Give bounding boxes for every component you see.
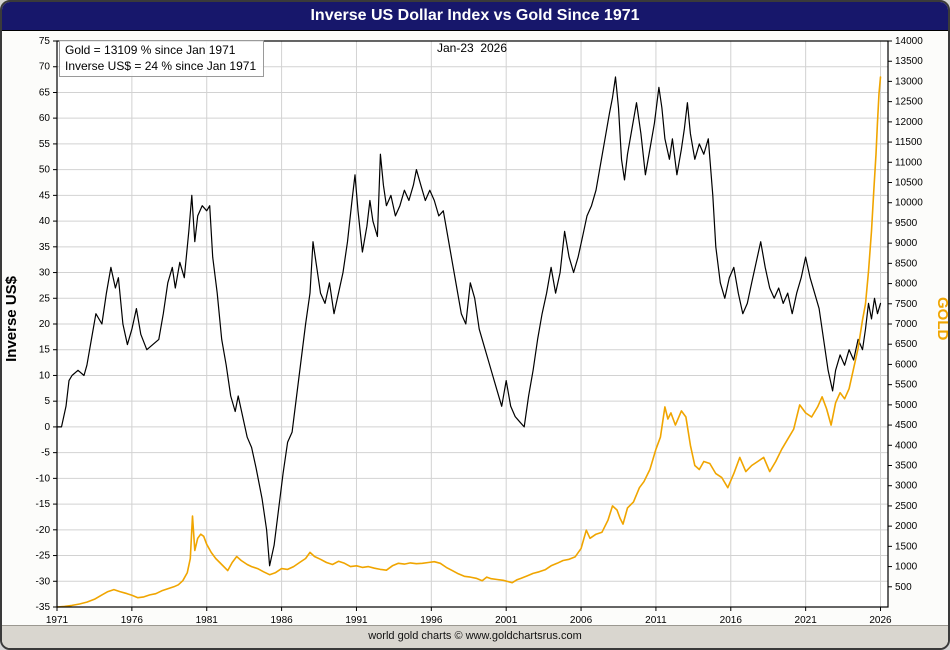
legend-box: Gold = 13109 % since Jan 1971 Inverse US… bbox=[59, 40, 265, 77]
x-tick-label: 2016 bbox=[720, 615, 743, 626]
y-right-tick-label: 12500 bbox=[895, 97, 923, 108]
x-tick-label: 1991 bbox=[345, 615, 368, 626]
y-left-tick-label: 75 bbox=[39, 36, 51, 47]
y-right-tick-label: 6500 bbox=[895, 339, 918, 350]
y-left-tick-label: 25 bbox=[39, 293, 51, 304]
x-tick-label: 2021 bbox=[795, 615, 818, 626]
x-tick-label: 2001 bbox=[495, 615, 518, 626]
y-right-tick-label: 13000 bbox=[895, 76, 923, 87]
left-axis-ticks: -35 -30 -25 -20 -15 -10 -5 0 5 10 15 20 25 30 35 40 45 50… bbox=[36, 36, 57, 613]
x-tick-label: 2006 bbox=[570, 615, 593, 626]
y-left-tick-label: 30 bbox=[39, 268, 51, 279]
y-left-tick-label: -5 bbox=[41, 448, 50, 459]
footer-credit: world gold charts © www.goldchartsrus.co… bbox=[368, 630, 582, 642]
y-left-tick-label: 35 bbox=[39, 242, 51, 253]
gold-annotation: Gold = 13109 % since Jan 1971 bbox=[65, 43, 236, 57]
y-left-tick-label: 45 bbox=[39, 190, 51, 201]
y-right-tick-label: 11500 bbox=[895, 137, 923, 148]
y-right-tick-label: 3000 bbox=[895, 481, 918, 492]
y-right-tick-label: 2000 bbox=[895, 521, 918, 532]
footer-bar: world gold charts © www.goldchartsrus.co… bbox=[2, 625, 948, 648]
y-right-tick-label: 10500 bbox=[895, 178, 923, 189]
y-left-tick-label: 70 bbox=[39, 62, 51, 73]
y-right-tick-label: 500 bbox=[895, 582, 912, 593]
y-right-tick-label: 9000 bbox=[895, 238, 918, 249]
y-right-tick-label: 3500 bbox=[895, 461, 918, 472]
y-left-tick-label: -35 bbox=[36, 602, 51, 613]
y-left-tick-label: -30 bbox=[36, 576, 51, 587]
y-right-tick-label: 4000 bbox=[895, 440, 918, 451]
y-left-tick-label: 65 bbox=[39, 87, 51, 98]
y-right-tick-label: 13500 bbox=[895, 56, 923, 67]
y-right-tick-label: 6000 bbox=[895, 359, 918, 370]
x-tick-label: 1971 bbox=[46, 615, 69, 626]
date-label: Jan-23 2026 bbox=[436, 41, 508, 55]
x-tick-label: 1976 bbox=[121, 615, 144, 626]
right-axis-ticks: 500 1000 1500 2000 2500 3000 3500 4000 4500 5000 5… bbox=[888, 36, 923, 593]
y-left-tick-label: 15 bbox=[39, 345, 51, 356]
y-left-tick-label: 5 bbox=[44, 396, 50, 407]
y-right-tick-label: 1000 bbox=[895, 562, 918, 573]
chart-svg: -35 -30 -25 -20 -15 -10 -5 0 5 10 15 20 25 30 35 40 45 50… bbox=[36, 36, 924, 626]
gold-series-line bbox=[56, 76, 882, 608]
y-right-tick-label: 2500 bbox=[895, 501, 918, 512]
y-right-tick-label: 5000 bbox=[895, 400, 918, 411]
y-right-tick-label: 10000 bbox=[895, 198, 923, 209]
x-tick-label: 2011 bbox=[645, 615, 667, 626]
y-right-tick-label: 7500 bbox=[895, 299, 918, 310]
x-tick-label: 1981 bbox=[196, 615, 219, 626]
y-right-tick-label: 5500 bbox=[895, 380, 918, 391]
gridlines bbox=[56, 40, 888, 608]
y-left-tick-label: -15 bbox=[36, 499, 51, 510]
y-left-tick-label: 10 bbox=[39, 370, 51, 381]
y-left-tick-label: 20 bbox=[39, 319, 51, 330]
y-left-tick-label: 50 bbox=[39, 165, 51, 176]
y-left-tick-label: -10 bbox=[36, 473, 51, 484]
x-tick-label: 1996 bbox=[420, 615, 443, 626]
y-right-tick-label: 14000 bbox=[895, 36, 923, 47]
y-left-tick-label: 0 bbox=[44, 422, 50, 433]
y-left-tick-label: -25 bbox=[36, 551, 51, 562]
y-left-tick-label: 55 bbox=[39, 139, 51, 150]
x-axis-ticks: 1971 1976 1981 1986 1991 1996 2001 2006 2011 2016… bbox=[46, 607, 892, 626]
y-right-tick-label: 1500 bbox=[895, 541, 918, 552]
y-right-tick-label: 12000 bbox=[895, 117, 923, 128]
usd-annotation: Inverse US$ = 24 % since Jan 1971 bbox=[65, 59, 257, 73]
y-right-tick-label: 7000 bbox=[895, 319, 918, 330]
x-tick-label: 1986 bbox=[270, 615, 293, 626]
x-tick-label: 2026 bbox=[869, 615, 892, 626]
inverse-us-series-line bbox=[56, 76, 882, 567]
title-bar: Inverse US Dollar Index vs Gold Since 19… bbox=[2, 2, 948, 31]
chart-area: -35 -30 -25 -20 -15 -10 -5 0 5 10 15 20 25 30 35 40 45 50… bbox=[2, 31, 948, 631]
y-left-tick-label: 40 bbox=[39, 216, 51, 227]
y-left-tick-label: 60 bbox=[39, 113, 51, 124]
y-right-tick-label: 8500 bbox=[895, 258, 918, 269]
page-title: Inverse US Dollar Index vs Gold Since 19… bbox=[310, 7, 640, 24]
y-right-tick-label: 9500 bbox=[895, 218, 918, 229]
y-left-tick-label: -20 bbox=[36, 525, 51, 536]
y-right-tick-label: 8000 bbox=[895, 279, 918, 290]
y-right-tick-label: 4500 bbox=[895, 420, 918, 431]
y-right-tick-label: 11000 bbox=[895, 157, 923, 168]
